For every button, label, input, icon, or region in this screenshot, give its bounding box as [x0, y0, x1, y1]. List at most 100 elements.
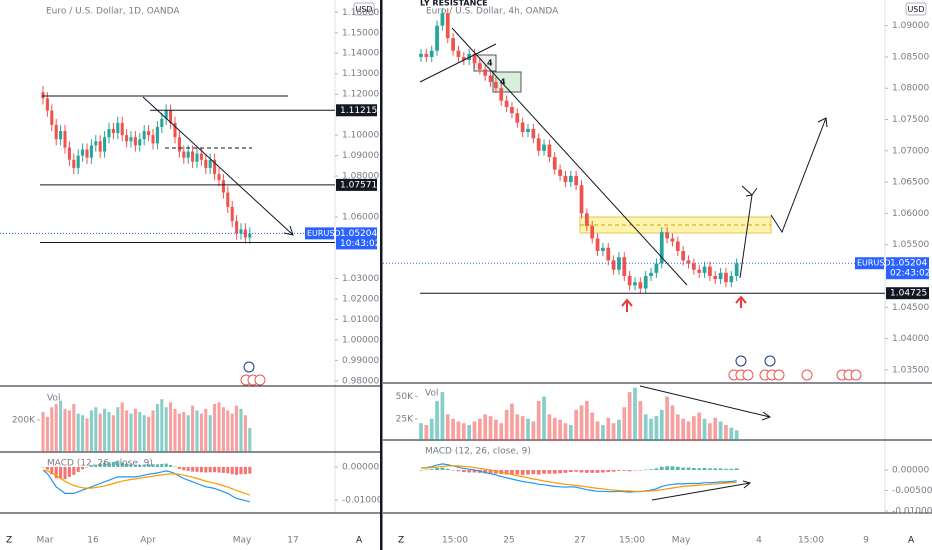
volume-bar: [72, 404, 76, 452]
volume-bar: [724, 425, 728, 441]
macd-histogram: [204, 466, 208, 473]
x-tick-label: May: [672, 536, 691, 546]
candle-body: [138, 139, 142, 146]
chart-annotation: LY RESISTANCE: [420, 0, 488, 8]
volume-bar: [41, 412, 45, 452]
macd-histogram: [133, 464, 137, 467]
y-tick-label: 1.07000: [892, 146, 929, 156]
macd-histogram: [63, 466, 67, 480]
candle-body: [526, 128, 530, 133]
icon: [764, 355, 776, 367]
zoom-button[interactable]: Z: [398, 536, 404, 546]
y-tick-label: 1.07500: [892, 115, 929, 125]
volume-bar: [451, 418, 455, 441]
candle-body: [103, 137, 107, 152]
macd-histogram: [164, 463, 168, 467]
volume-bar: [435, 401, 439, 441]
macd-tick-label: -0.00500: [892, 486, 932, 496]
macd-histogram: [155, 464, 159, 467]
candle-body: [729, 275, 734, 283]
volume-bar: [659, 409, 664, 441]
candle-body: [718, 272, 723, 280]
volume-bar: [429, 418, 434, 441]
candle-body: [606, 247, 611, 261]
volume-bar: [499, 423, 504, 441]
volume-bar: [151, 410, 155, 452]
volume-tick-label: 200K: [12, 416, 36, 426]
macd-title: MACD (12, 26, close, 9): [47, 459, 153, 469]
macd-histogram: [504, 470, 509, 475]
y-tick-label: 1.02000: [342, 294, 379, 304]
candle-body: [54, 124, 58, 140]
macd-histogram: [169, 464, 173, 467]
candle-body: [147, 131, 151, 136]
y-tick-label: 0.98000: [342, 376, 379, 386]
arrow-head: [761, 411, 772, 421]
volume-bar: [147, 416, 151, 452]
volume-bar: [217, 402, 221, 452]
candle-body: [563, 175, 568, 183]
macd-line: [42, 469, 250, 503]
macd-trend: [651, 482, 751, 501]
macd-histogram: [659, 466, 664, 471]
volume-bar: [515, 414, 520, 441]
chart-title: Euro / U.S. Dollar, 1D, OANDA: [46, 7, 180, 17]
macd-histogram: [515, 470, 520, 475]
currency-badge: [353, 2, 375, 16]
auto-button[interactable]: A: [356, 536, 363, 546]
volume-bar: [120, 402, 124, 452]
macd-signal: [42, 469, 251, 496]
candle-body: [510, 107, 514, 114]
macd-histogram: [424, 469, 429, 471]
macd-histogram: [419, 470, 423, 471]
volume-bar: [504, 409, 509, 441]
candle-body: [568, 175, 573, 183]
macd-histogram: [129, 464, 133, 467]
level-badge: [336, 104, 377, 117]
chart-title: Euro / U.S. Dollar, 4h, OANDA: [426, 7, 559, 17]
macd-histogram: [186, 466, 190, 471]
candle-body: [133, 137, 137, 146]
candle-body: [547, 144, 552, 158]
macd-histogram: [440, 467, 445, 471]
volume-bar: [248, 428, 252, 452]
volume-bar: [494, 419, 498, 441]
macd-histogram: [686, 467, 691, 471]
candle-body: [173, 122, 177, 138]
auto-button[interactable]: A: [908, 536, 915, 546]
macd-histogram: [718, 468, 723, 471]
candle-body: [151, 135, 155, 144]
volume-bar: [94, 407, 98, 452]
candle-body: [670, 238, 675, 242]
candle-body: [456, 50, 461, 57]
buttons[interactable]: Z A Z A: [6, 536, 915, 546]
x-tick-label: 15:00: [798, 536, 824, 546]
volume-bar: [76, 413, 80, 452]
macd-histogram: [67, 466, 71, 477]
macd-histogram: [248, 466, 252, 474]
candle-body: [177, 137, 181, 152]
y-tick-label: 1.14000: [342, 49, 379, 59]
macd-histogram: [191, 466, 195, 472]
volume-bar: [654, 416, 659, 441]
candle-body: [120, 122, 124, 136]
countdown: 10:43:02: [340, 239, 380, 249]
x-tick-label: Apr: [140, 536, 156, 546]
currency-badge: [905, 2, 927, 16]
macd-histogram: [584, 470, 589, 473]
volume-bar: [547, 414, 552, 441]
x-tick-label: 4: [756, 536, 762, 546]
macd-histogram: [111, 461, 115, 467]
box-label: 4: [500, 78, 506, 87]
volume-bar: [483, 414, 488, 441]
volume-bar: [467, 425, 472, 441]
candle-body: [622, 257, 627, 276]
icon: [735, 355, 747, 367]
macd-histogram: [483, 470, 488, 474]
zoom-button[interactable]: Z: [6, 536, 12, 546]
candle-body: [675, 241, 680, 251]
candle-body: [713, 275, 718, 280]
volume-bar: [133, 408, 137, 452]
volume-bar: [440, 392, 445, 441]
volume-tick-label: 25K: [396, 414, 414, 424]
